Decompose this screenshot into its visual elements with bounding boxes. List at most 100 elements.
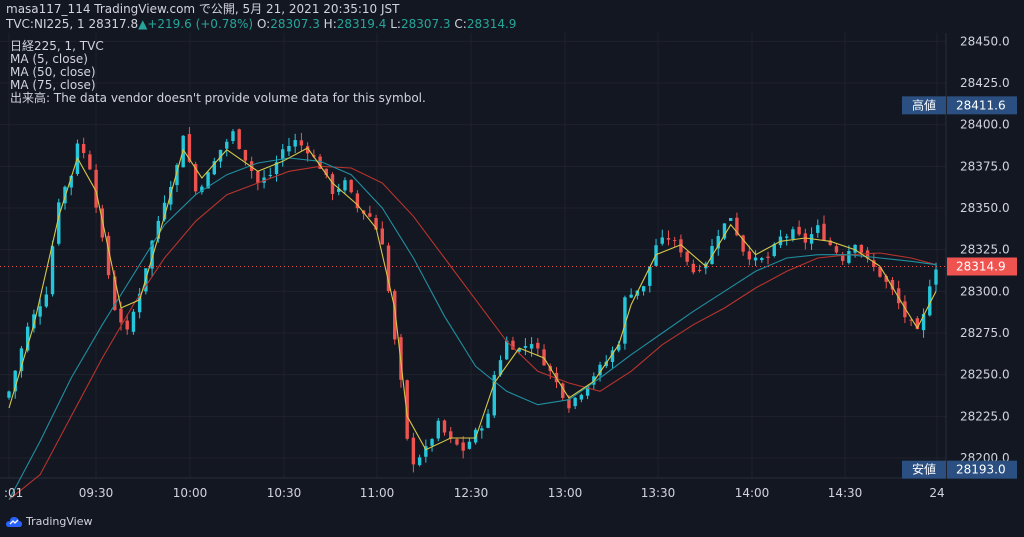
candle-body <box>679 239 683 253</box>
candle-body <box>137 293 142 313</box>
close-label: C: <box>454 17 467 31</box>
high-price-tag <box>902 96 946 115</box>
candle-body <box>505 340 509 360</box>
candle-body <box>716 236 720 249</box>
candle-body <box>517 348 521 352</box>
candle-body <box>237 129 241 150</box>
candle-body <box>274 162 279 174</box>
candle-body <box>536 342 540 349</box>
candle-body <box>896 288 901 304</box>
candle-body <box>287 145 291 152</box>
candle-body <box>368 213 372 217</box>
x-tick-label: 14:00 <box>735 486 770 500</box>
candle-body <box>697 269 702 271</box>
candle-body <box>380 228 384 245</box>
candle-body <box>685 251 689 262</box>
candle-body <box>735 217 739 236</box>
candle-body <box>623 297 627 344</box>
candle-body <box>865 250 870 259</box>
candle-body <box>766 256 770 258</box>
candle-body <box>131 311 136 332</box>
candle-body <box>256 171 260 183</box>
candle-body <box>834 246 839 253</box>
candle-body <box>113 276 117 310</box>
high-price-value: 28411.6 <box>956 98 1006 112</box>
candle-body <box>424 446 428 457</box>
candle-body <box>847 251 851 263</box>
low-value: 28307.3 <box>400 17 451 31</box>
candle-body <box>44 294 49 307</box>
candle-body <box>610 350 615 362</box>
close-value: 28314.9 <box>466 17 517 31</box>
low-price-tag-text: 安値 <box>912 462 936 477</box>
legend-ma75[interactable]: MA (75, close) <box>10 78 96 92</box>
legend-title[interactable]: 日経225, 1, TVC <box>10 39 104 53</box>
candle-body <box>915 318 920 330</box>
tradingview-logo-text: TradingView <box>26 515 93 528</box>
candle-body <box>909 319 913 321</box>
candle-body <box>436 420 440 439</box>
candle-body <box>492 374 496 416</box>
candle-body <box>728 218 733 221</box>
legend-ma50[interactable]: MA (50, close) <box>10 65 96 79</box>
candle-body <box>349 179 353 193</box>
candle-body <box>50 246 55 295</box>
tradingview-logo[interactable]: TradingView <box>6 515 92 528</box>
ma50-line <box>8 157 937 500</box>
candle-body <box>243 150 248 161</box>
candle-body <box>442 420 447 433</box>
candle-body <box>193 164 198 192</box>
y-tick-label: 28250.0 <box>960 368 1010 382</box>
candle-body <box>542 349 546 366</box>
candle-body <box>486 413 490 428</box>
symbol-label: TVC:NI225, 1 <box>6 17 85 31</box>
candle-body <box>218 149 223 162</box>
legend-ma5[interactable]: MA (5, close) <box>10 52 88 66</box>
candle-body <box>741 235 745 252</box>
y-tick-label: 28425.0 <box>960 76 1010 90</box>
candle-body <box>747 251 752 260</box>
y-tick-label: 28450.0 <box>960 34 1010 48</box>
x-tick-label: 13:00 <box>548 486 583 500</box>
candle-body <box>840 254 845 261</box>
candle-body <box>473 429 478 443</box>
candle-body <box>511 340 515 350</box>
candle-body <box>337 188 341 192</box>
x-tick-label: :01 <box>4 486 23 500</box>
candle-body <box>573 397 577 407</box>
candle-body <box>7 391 11 398</box>
x-tick-label: 24 <box>929 486 944 500</box>
y-tick-label: 28400.0 <box>960 118 1010 132</box>
candle-body <box>355 193 360 209</box>
y-tick-label: 28325.0 <box>960 243 1010 257</box>
candle-body <box>25 326 30 351</box>
candle-body <box>330 174 335 194</box>
candle-body <box>648 266 652 286</box>
candle-body <box>69 175 73 188</box>
x-tick-label: 09:30 <box>79 486 114 500</box>
low-label: L: <box>390 17 401 31</box>
candle-body <box>106 235 111 276</box>
current-price-value: 28314.9 <box>956 260 1006 274</box>
candle-body <box>629 294 633 298</box>
candle-body <box>32 314 36 329</box>
candle-body <box>585 386 590 396</box>
candle-body <box>125 320 129 330</box>
x-tick-label: 14:30 <box>828 486 863 500</box>
candle-body <box>772 244 776 256</box>
candle-body <box>872 260 876 267</box>
candle-body <box>598 364 602 376</box>
candle-body <box>156 220 161 239</box>
x-tick-label: 12:30 <box>454 486 489 500</box>
ohlc-line: TVC:NI225, 1 28317.8▲+219.6 (+0.78%) O:2… <box>6 17 1016 32</box>
candle-body <box>393 291 397 340</box>
x-tick-label: 11:00 <box>360 486 395 500</box>
candle-body <box>63 186 67 204</box>
high-value: 28319.4 <box>336 17 387 31</box>
candle-body <box>816 225 820 233</box>
open-value: 28307.3 <box>270 17 320 31</box>
candle-body <box>666 238 671 240</box>
high-label: H: <box>323 17 337 31</box>
change-value: +219.6 (+0.78%) <box>147 17 254 31</box>
